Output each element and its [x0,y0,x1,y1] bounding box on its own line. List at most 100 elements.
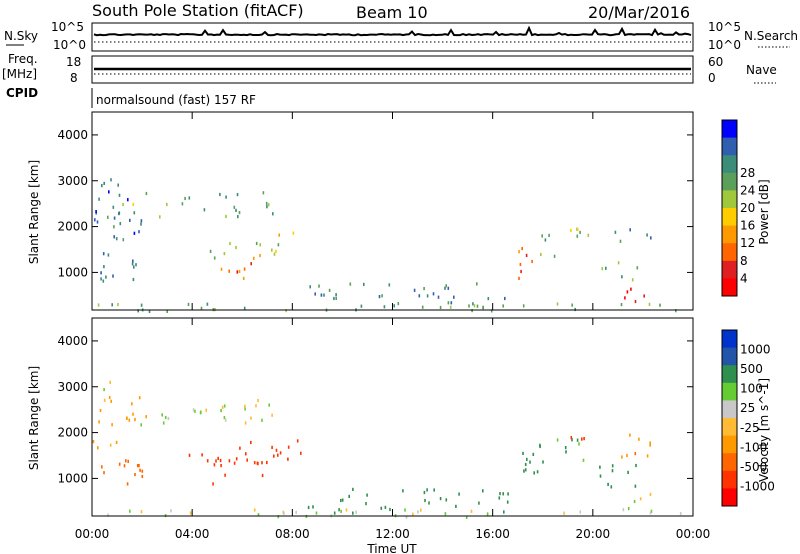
nsearch-label: N.Search [744,29,798,43]
power-cell [253,256,255,260]
power-cell [118,193,121,197]
velocity-cell [103,388,105,392]
power-cell [237,215,239,219]
ytick-label: 3000 [57,174,88,188]
power-cell [206,302,209,306]
xtick-label: 00:00 [75,527,110,541]
power-cell [132,259,134,263]
power-cell [335,296,337,300]
velocity-cell [458,492,460,496]
power-cell [363,282,365,286]
velocity-cell [126,416,128,420]
cpid-label: CPID [6,86,38,100]
power-cell [544,238,547,242]
power-cell [449,305,452,309]
velocity-cell [365,502,367,506]
nsky-label: N.Sky [4,29,38,43]
velocity-cell [123,464,126,468]
power-cell [138,230,140,234]
power-cell [107,253,110,257]
power-cell [219,192,221,197]
power-cell [236,270,239,274]
ytick-label: 4000 [57,334,88,348]
colorbar-swatch [722,120,737,139]
colorbar-tick-label: 100 [740,382,763,396]
power-cell [225,214,227,219]
velocity-cell [167,416,170,421]
power-cell [432,292,435,296]
power-colorbar: 4 8 12 16 20 24 28 [721,119,755,297]
velocity-cell [277,453,279,457]
velocity-cell [542,460,544,464]
colorbar-tick-label: 500 [740,362,763,376]
nave-label: Nave [746,63,777,77]
power-cell [472,302,474,306]
noise-tick-top-right: 10^5 [708,20,741,34]
velocity-cell [627,507,630,511]
velocity-cell [217,456,219,460]
velocity-cell [389,507,391,512]
velocity-cell [92,440,95,444]
power-cell [110,178,112,182]
velocity-cell [228,459,231,463]
power-cell [621,275,623,279]
power-cell [620,303,623,307]
power-cell [250,262,252,266]
colorbar-swatch [722,225,737,244]
velocity-cell [257,398,259,403]
velocity-cell [634,484,637,488]
colorbar-swatch [722,435,737,454]
power-cell [266,205,268,209]
power-axes: 1000 2000 3000 4000 [57,112,694,310]
colorbar-tick-label: 20 [740,201,755,215]
velocity-cell [639,497,642,501]
velocity-cell [266,460,268,465]
velocity-cell [633,499,636,504]
velocity-cell [649,443,651,447]
velocity-cell [161,413,163,417]
power-cell [131,262,134,266]
velocity-cell [277,515,280,519]
velocity-cell [524,468,527,472]
velocity-cell [134,473,136,477]
velocity-cell [212,482,214,486]
velocity-cell [244,407,246,411]
power-cell [630,287,632,291]
velocity-cell [201,453,203,457]
power-heatmap [94,178,677,313]
velocity-cell [138,396,141,400]
power-cell [576,227,579,232]
velocity-cell [348,494,350,498]
velocity-cell [271,413,273,417]
power-cell [476,304,479,308]
colorbar-tick-label: 8 [740,254,748,268]
power-cell [209,249,212,253]
power-cell [148,309,151,313]
power-cell [132,202,135,206]
velocity-panel-frame [91,317,694,517]
power-cell [113,235,115,239]
velocity-cell [486,512,489,516]
power-panel-frame [91,111,694,311]
power-cell [235,208,237,212]
velocity-cell [507,492,509,496]
velocity-cell [239,446,241,450]
power-cell [519,262,522,267]
power-cell [223,252,226,256]
velocity-cell [233,461,236,465]
colorbar-tick-label: 28 [740,166,755,180]
colorbar-swatch [722,172,737,191]
power-cell [323,293,325,297]
power-cell [115,237,118,241]
power-cell [203,208,206,212]
velocity-cell [189,511,192,515]
power-cell [188,196,191,200]
velocity-cell [213,463,216,467]
velocity-cell [649,511,652,515]
velocity-cell [253,508,256,512]
power-cell [122,202,124,207]
velocity-cell [412,512,414,516]
freq-tick-bottom: 8 [70,71,78,85]
velocity-cell [244,421,247,425]
power-cell [439,305,442,310]
